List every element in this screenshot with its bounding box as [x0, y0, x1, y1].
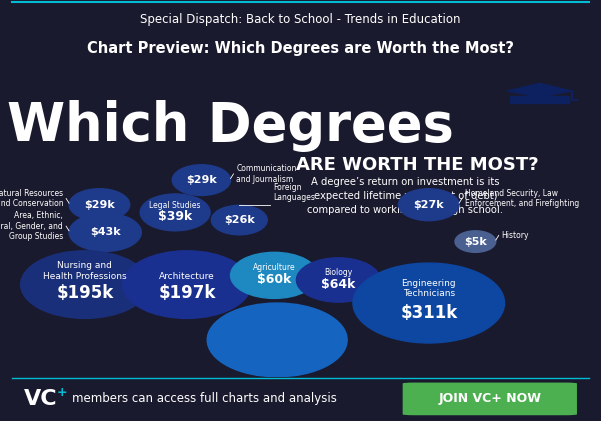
Text: $195k: $195k	[56, 284, 114, 302]
Text: Which Degrees: Which Degrees	[7, 100, 454, 152]
Text: VC: VC	[24, 389, 58, 409]
Text: $43k: $43k	[90, 227, 121, 237]
Text: $60k: $60k	[257, 274, 291, 286]
Circle shape	[212, 205, 267, 235]
Text: Engineering
Technicians: Engineering Technicians	[401, 279, 456, 298]
Text: Area, Ethnic,
Cultural, Gender, and
Group Studies: Area, Ethnic, Cultural, Gender, and Grou…	[0, 211, 63, 241]
Circle shape	[231, 252, 318, 298]
Text: Natural Resources
and Conservation: Natural Resources and Conservation	[0, 189, 63, 208]
FancyBboxPatch shape	[403, 383, 577, 415]
Circle shape	[398, 189, 459, 221]
Circle shape	[20, 251, 149, 318]
Text: $29k: $29k	[186, 175, 217, 185]
Text: Foreign
Languages: Foreign Languages	[273, 183, 315, 202]
Text: Special Dispatch: Back to School - Trends in Education: Special Dispatch: Back to School - Trend…	[140, 13, 461, 26]
Text: members can access full charts and analysis: members can access full charts and analy…	[72, 392, 337, 405]
Text: History: History	[502, 231, 529, 240]
Text: Communication
and Journalism: Communication and Journalism	[236, 164, 297, 184]
Text: $29k: $29k	[84, 200, 115, 210]
Circle shape	[123, 251, 251, 318]
Text: $197k: $197k	[158, 284, 216, 302]
Text: $311k: $311k	[400, 304, 457, 322]
Circle shape	[455, 231, 496, 252]
Text: JOIN VC+ NOW: JOIN VC+ NOW	[438, 392, 542, 405]
Text: Biology: Biology	[325, 268, 353, 277]
Text: $64k: $64k	[321, 278, 356, 291]
Polygon shape	[507, 83, 572, 97]
Circle shape	[69, 213, 141, 251]
Text: Agriculture: Agriculture	[253, 263, 296, 272]
Circle shape	[296, 258, 380, 302]
Circle shape	[140, 194, 210, 231]
Circle shape	[353, 263, 505, 343]
Circle shape	[207, 303, 347, 377]
Circle shape	[69, 189, 130, 221]
Text: Legal Studies: Legal Studies	[150, 201, 201, 210]
Polygon shape	[510, 96, 569, 103]
Text: +: +	[57, 386, 68, 399]
Text: Nursing and
Health Professions: Nursing and Health Professions	[43, 261, 127, 280]
Text: Chart Preview: Which Degrees are Worth the Most?: Chart Preview: Which Degrees are Worth t…	[87, 41, 514, 56]
Text: ARE WORTH THE MOST?: ARE WORTH THE MOST?	[296, 155, 538, 173]
Text: Homeland Security, Law
Enforcement, and Firefighting: Homeland Security, Law Enforcement, and …	[465, 189, 579, 208]
Circle shape	[172, 165, 231, 195]
Text: $39k: $39k	[158, 210, 192, 223]
Text: $27k: $27k	[413, 200, 444, 210]
Text: $26k: $26k	[224, 215, 255, 225]
Text: A degree’s return on investment is its
expected lifetime value (net of debt)
com: A degree’s return on investment is its e…	[308, 177, 504, 215]
Text: Architecture: Architecture	[159, 272, 215, 280]
Text: $5k: $5k	[464, 237, 487, 247]
